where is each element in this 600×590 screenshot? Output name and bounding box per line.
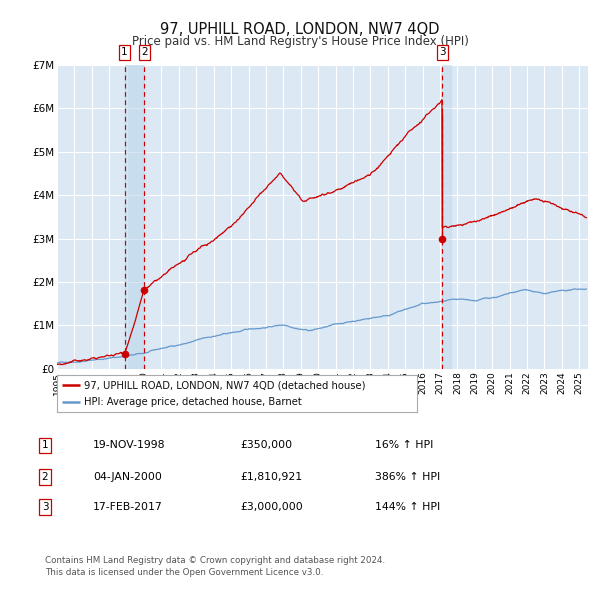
Text: 3: 3	[439, 47, 445, 57]
Text: 386% ↑ HPI: 386% ↑ HPI	[375, 472, 440, 481]
Bar	[442, 65, 451, 369]
Text: 17-FEB-2017: 17-FEB-2017	[93, 503, 163, 512]
Text: 2: 2	[141, 47, 148, 57]
Text: 97, UPHILL ROAD, LONDON, NW7 4QD (detached house): 97, UPHILL ROAD, LONDON, NW7 4QD (detach…	[84, 380, 365, 390]
Text: 97, UPHILL ROAD, LONDON, NW7 4QD: 97, UPHILL ROAD, LONDON, NW7 4QD	[160, 22, 440, 37]
Text: 19-NOV-1998: 19-NOV-1998	[93, 441, 166, 450]
Text: Contains HM Land Registry data © Crown copyright and database right 2024.
This d: Contains HM Land Registry data © Crown c…	[45, 556, 385, 577]
Text: 3: 3	[41, 503, 49, 512]
Text: 04-JAN-2000: 04-JAN-2000	[93, 472, 162, 481]
Text: £1,810,921: £1,810,921	[240, 472, 302, 481]
Text: £350,000: £350,000	[240, 441, 292, 450]
Text: 2: 2	[41, 472, 49, 481]
Text: 1: 1	[41, 441, 49, 450]
Text: 1: 1	[121, 47, 128, 57]
Text: 144% ↑ HPI: 144% ↑ HPI	[375, 503, 440, 512]
Text: 16% ↑ HPI: 16% ↑ HPI	[375, 441, 433, 450]
Bar	[125, 65, 144, 369]
Text: £3,000,000: £3,000,000	[240, 503, 303, 512]
Text: HPI: Average price, detached house, Barnet: HPI: Average price, detached house, Barn…	[84, 397, 302, 407]
Text: Price paid vs. HM Land Registry's House Price Index (HPI): Price paid vs. HM Land Registry's House …	[131, 35, 469, 48]
